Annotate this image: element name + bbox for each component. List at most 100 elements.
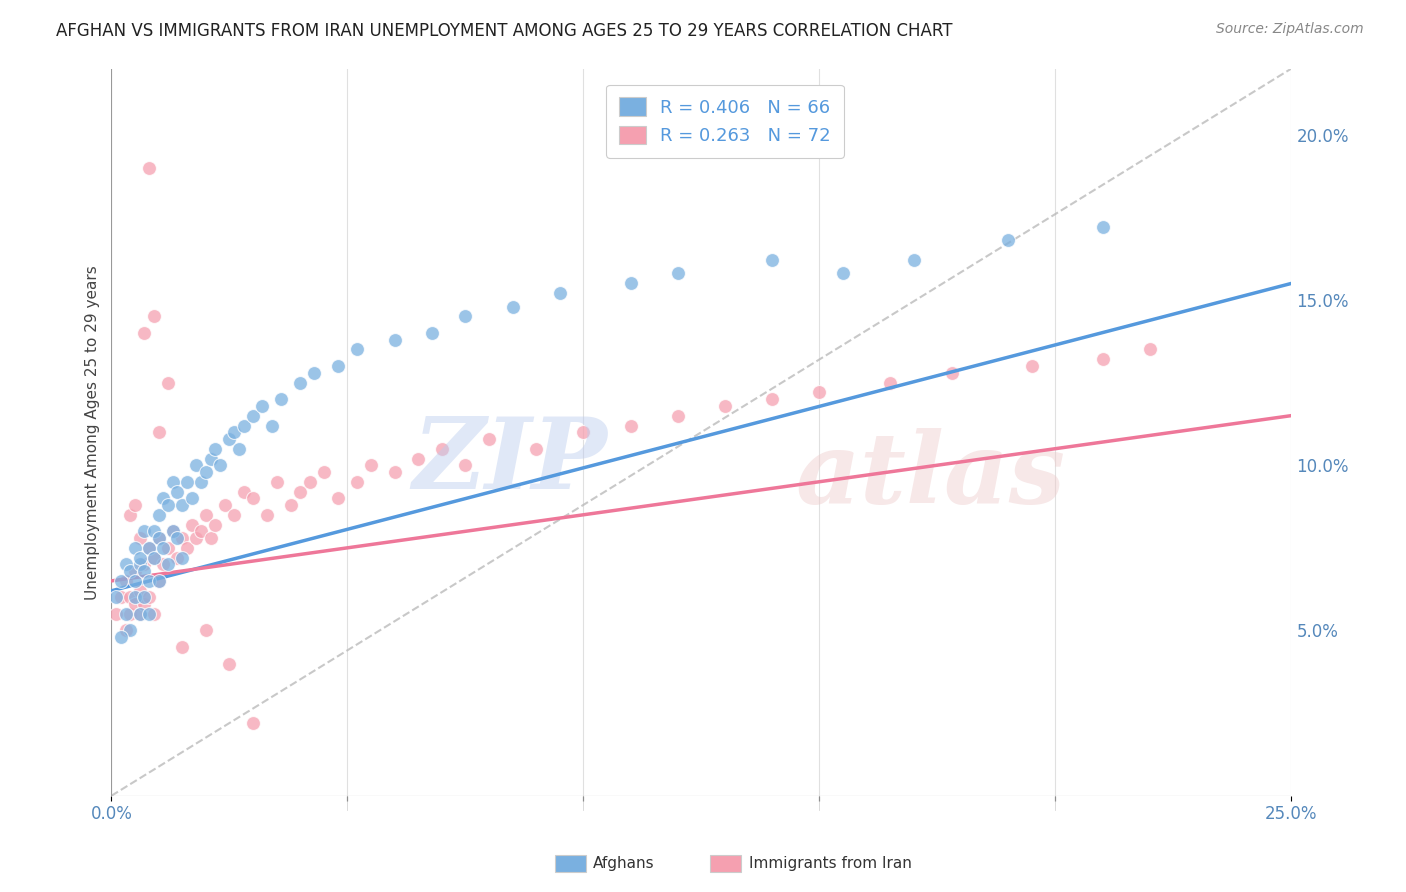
Point [200,531,222,545]
Point [142,607,165,621]
Point [114,607,136,621]
Point [808,385,831,400]
Point [194,624,217,638]
Point [124,597,146,611]
Point [204,517,226,532]
Point [134,591,156,605]
Point [120,564,142,578]
Point [298,475,321,489]
Point [138,541,160,555]
Point [224,425,246,439]
Point [128,583,150,598]
Y-axis label: Unemployment Among Ages 25 to 29 years: Unemployment Among Ages 25 to 29 years [86,265,100,599]
Point [326,491,349,506]
Point [346,343,368,357]
Point [242,716,264,731]
Point [666,267,689,281]
Point [128,531,150,545]
Point [114,558,136,572]
Point [346,475,368,489]
Point [120,508,142,522]
Point [128,550,150,565]
Point [172,640,194,654]
Point [114,624,136,638]
Point [162,475,184,489]
Point [138,541,160,555]
Point [232,484,254,499]
Point [422,326,444,340]
Point [1091,352,1114,367]
Point [148,425,170,439]
Point [242,491,264,506]
Point [190,524,212,539]
Point [903,253,925,268]
Point [134,558,156,572]
Point [110,591,132,605]
Point [406,451,429,466]
Point [270,392,292,406]
Point [997,234,1019,248]
Point [280,498,302,512]
Point [124,541,146,555]
Point [1091,220,1114,235]
Point [166,531,188,545]
Point [478,432,501,446]
Point [124,574,146,588]
Point [326,359,349,373]
Point [761,253,783,268]
Point [214,498,236,512]
Point [166,484,188,499]
Point [148,574,170,588]
Point [142,550,165,565]
Point [172,498,194,512]
Point [252,399,274,413]
Point [124,498,146,512]
Point [162,524,184,539]
Point [360,458,382,473]
Point [454,310,477,324]
Point [620,418,643,433]
Point [157,541,180,555]
Text: Immigrants from Iran: Immigrants from Iran [749,856,912,871]
Point [260,418,283,433]
Point [152,541,174,555]
Point [232,418,254,433]
Point [124,591,146,605]
Point [114,574,136,588]
Point [172,550,194,565]
Point [120,624,142,638]
Point [228,442,250,456]
Point [110,630,132,644]
Point [524,442,547,456]
Point [290,484,312,499]
Point [120,591,142,605]
Point [128,607,150,621]
Point [142,524,165,539]
Point [110,574,132,588]
Point [148,531,170,545]
Point [502,300,524,314]
Point [105,607,128,621]
Point [714,399,737,413]
Legend: R = 0.406   N = 66, R = 0.263   N = 72: R = 0.406 N = 66, R = 0.263 N = 72 [606,85,844,158]
Point [1021,359,1043,373]
Point [176,541,198,555]
Point [548,286,571,301]
Point [152,491,174,506]
Point [120,607,142,621]
Point [134,524,156,539]
Point [124,564,146,578]
Point [666,409,689,423]
Point [186,531,208,545]
Point [128,607,150,621]
Point [128,558,150,572]
Point [157,498,180,512]
Point [1139,343,1161,357]
Point [142,310,165,324]
Point [134,326,156,340]
Point [266,475,288,489]
Point [208,458,231,473]
Point [138,574,160,588]
Point [200,451,222,466]
Point [157,558,180,572]
